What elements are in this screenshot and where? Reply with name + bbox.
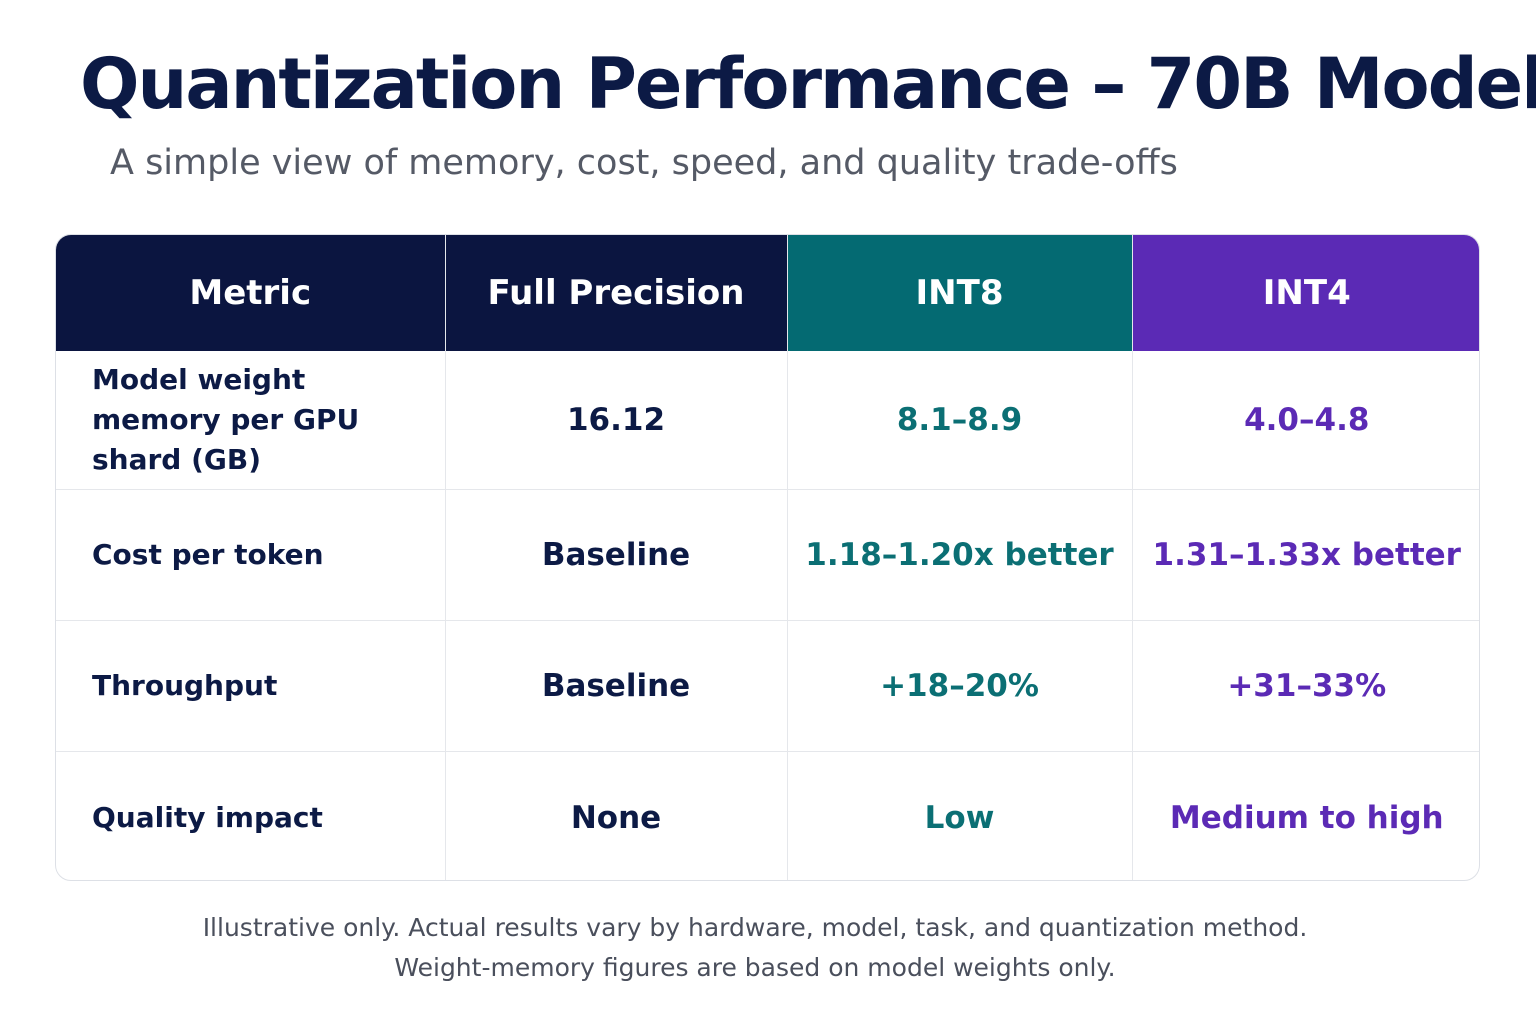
row-label-quality: Quality impact: [56, 751, 446, 880]
cell-int8: Low: [787, 751, 1133, 880]
cell-int8: +18–20%: [787, 620, 1133, 752]
comparison-table: Metric Full Precision INT8 INT4 Model we…: [56, 235, 1479, 880]
cell-full-precision: Baseline: [445, 620, 788, 752]
footnote: Illustrative only. Actual results vary b…: [0, 908, 1510, 988]
footnote-line-1: Illustrative only. Actual results vary b…: [202, 913, 1308, 942]
column-header-metric: Metric: [56, 235, 446, 351]
cell-int4: +31–33%: [1132, 620, 1479, 752]
table-row: Throughput Baseline +18–20% +31–33%: [56, 620, 1479, 752]
column-header-int4: INT4: [1132, 235, 1479, 351]
cell-full-precision: Baseline: [445, 489, 788, 621]
page-title: Quantization Performance – 70B Model: [80, 43, 1536, 125]
table-header-row: Metric Full Precision INT8 INT4: [56, 235, 1479, 351]
column-header-int8: INT8: [787, 235, 1133, 351]
cell-int4: 4.0–4.8: [1132, 351, 1479, 490]
comparison-table-container: Metric Full Precision INT8 INT4 Model we…: [55, 234, 1480, 881]
table-row: Cost per token Baseline 1.18–1.20x bette…: [56, 489, 1479, 621]
cell-full-precision: 16.12: [445, 351, 788, 490]
table-row: Quality impact None Low Medium to high: [56, 751, 1479, 880]
footnote-line-2: Weight-memory figures are based on model…: [394, 953, 1116, 982]
row-label-memory: Model weight memory per GPU shard (GB): [56, 351, 446, 490]
cell-full-precision: None: [445, 751, 788, 880]
cell-int8: 1.18–1.20x better: [787, 489, 1133, 621]
cell-int4: Medium to high: [1169, 799, 1444, 836]
page-subtitle: A simple view of memory, cost, speed, an…: [110, 143, 1178, 183]
cell-int8: 8.1–8.9: [787, 351, 1133, 490]
cell-int4: 1.31–1.33x better: [1132, 489, 1479, 621]
column-header-full-precision: Full Precision: [445, 235, 788, 351]
row-label-cost: Cost per token: [56, 489, 446, 621]
row-label-throughput: Throughput: [56, 620, 446, 752]
table-row: Model weight memory per GPU shard (GB) 1…: [56, 351, 1479, 490]
